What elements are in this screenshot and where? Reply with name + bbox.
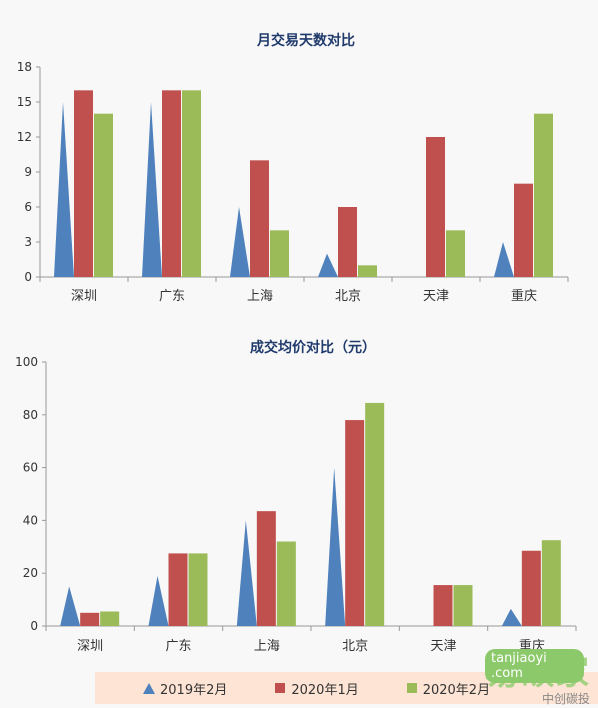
chart-title: 月交易天数对比 (256, 32, 355, 49)
x-tick-label: 深圳 (71, 289, 97, 304)
bar-mark (270, 230, 289, 277)
y-tick-label: 3 (24, 235, 32, 249)
triangle-mark (230, 207, 250, 277)
bar-mark (168, 553, 188, 626)
bar-mark (541, 540, 561, 626)
y-tick-label: 12 (17, 130, 32, 144)
y-tick-label: 6 (24, 200, 32, 214)
triangle-mark (318, 253, 338, 277)
x-tick-label: 天津 (430, 639, 456, 654)
bar-mark (426, 137, 445, 277)
y-tick-label: 100 (15, 355, 38, 369)
triangle-mark (325, 467, 346, 626)
triangle-mark (60, 586, 81, 626)
bar-mark (514, 183, 533, 277)
y-tick-label: 0 (30, 619, 38, 633)
bar-mark (250, 160, 269, 277)
y-tick-label: 18 (17, 60, 32, 74)
triangle-mark (236, 520, 257, 626)
legend-item-2020-02: 2020年2月 (406, 679, 491, 698)
y-tick-label: 0 (24, 270, 32, 284)
square-marker-icon (275, 683, 286, 693)
y-tick-label: 20 (23, 566, 38, 580)
bar-mark (521, 550, 541, 626)
x-tick-label: 深圳 (77, 639, 103, 654)
bar-mark (74, 90, 93, 277)
triangle-mark (494, 242, 514, 277)
x-tick-label: 天津 (423, 289, 449, 304)
bar-mark (365, 402, 385, 626)
x-tick-label: 北京 (342, 639, 368, 654)
triangle-marker-icon (143, 682, 155, 694)
legend-label: 2019年2月 (160, 682, 228, 698)
triangle-mark (501, 608, 522, 626)
legend-item-2019-02: 2019年2月 (143, 679, 227, 698)
bar-mark (433, 585, 453, 626)
x-tick-label: 上海 (247, 289, 273, 304)
bar-mark (345, 420, 365, 626)
watermark: 易碳家 tanjiaoyi .com 中创碳投 (485, 645, 590, 707)
triangle-mark (54, 102, 74, 277)
x-tick-label: 北京 (335, 289, 361, 304)
bar-mark (358, 265, 377, 277)
bar-mark (182, 90, 201, 277)
legend-label: 2020年1月 (291, 682, 359, 698)
y-tick-label: 60 (23, 461, 38, 475)
triangle-mark (142, 102, 162, 277)
bar-mark (94, 113, 113, 278)
bar-mark (162, 90, 181, 277)
x-tick-label: 上海 (254, 639, 280, 654)
bar-mark (338, 207, 357, 277)
bar-mark (80, 612, 100, 626)
y-tick-label: 9 (24, 165, 32, 179)
bar-mark (100, 611, 120, 626)
bar-mark (276, 541, 296, 626)
x-tick-label: 广东 (165, 639, 191, 654)
x-tick-label: 重庆 (511, 288, 537, 304)
watermark-tag: 中创碳投 (541, 692, 590, 706)
bar-mark (453, 585, 473, 626)
bar-mark (534, 113, 553, 278)
legend-item-2020-01: 2020年1月 (275, 679, 359, 698)
bar-mark (446, 230, 465, 277)
bar-mark (256, 511, 276, 626)
bar-mark (188, 553, 208, 626)
x-tick-label: 广东 (159, 289, 185, 304)
square-marker-icon (406, 683, 417, 693)
y-tick-label: 40 (23, 513, 38, 527)
watermark-url: tanjiaoyi .com (485, 649, 584, 683)
triangle-mark (148, 575, 169, 626)
legend-label: 2020年2月 (422, 682, 491, 698)
y-tick-label: 15 (17, 95, 32, 109)
chart-title: 成交均价对比（元） (250, 339, 376, 356)
y-tick-label: 80 (23, 408, 38, 422)
